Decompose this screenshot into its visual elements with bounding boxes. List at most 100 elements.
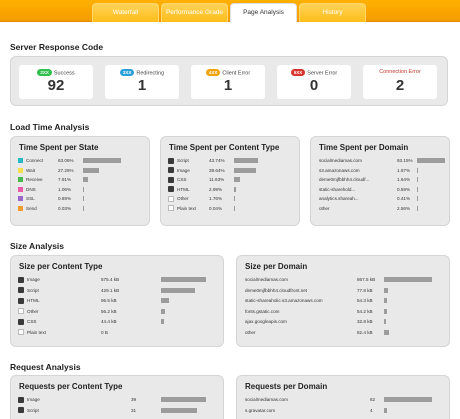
tab-page-analysis[interactable]: Page Analysis	[230, 3, 297, 22]
row-label: Script	[27, 287, 39, 293]
row-bar	[83, 186, 84, 192]
css-icon	[18, 318, 24, 325]
row-bar	[234, 177, 241, 182]
row-label: s3.amazonaws.com	[319, 167, 360, 173]
row-bar	[384, 319, 386, 324]
tab-history[interactable]: History	[299, 3, 366, 22]
response-code-3xx: 3XX Redirecting 1	[105, 65, 179, 99]
row-label: Other	[27, 308, 39, 314]
row-bar	[234, 158, 259, 163]
tab-waterfall[interactable]: Waterfall	[92, 3, 159, 22]
row-label: Script	[27, 407, 39, 413]
row-bar	[417, 177, 418, 182]
list-row: SSL 0.69%	[11, 195, 151, 203]
row-label: Script	[177, 158, 189, 163]
list-row: deme0mjfbbhh4.cloudfront.net 77.8 kB	[237, 287, 451, 295]
row-bar	[384, 397, 432, 402]
panel-title: Time Spent per Content Type	[169, 143, 280, 152]
row-value: 96.5 kB	[101, 298, 117, 303]
row-label: Plain text	[27, 329, 46, 335]
rc-label: Connection Error	[379, 69, 421, 75]
row-value: 2.56%	[397, 205, 411, 211]
row-bar	[161, 277, 206, 282]
list-row: Wait 27.26%	[11, 167, 151, 175]
row-bar	[234, 205, 235, 211]
row-label: deme0mjfbbhh4.cloudf...	[319, 177, 370, 182]
color-swatch	[18, 167, 23, 173]
color-swatch	[18, 186, 23, 192]
list-row: socialmediamas.com 62	[237, 396, 451, 404]
time-per-domain-panel: Time Spent per Domain socialmediamas.com…	[310, 136, 450, 226]
row-value: 4	[370, 407, 373, 413]
row-bar	[384, 329, 389, 335]
row-bar	[234, 186, 236, 192]
row-label: other	[319, 205, 330, 211]
load-time-title: Load Time Analysis	[10, 122, 90, 132]
rc-label: Success	[53, 70, 75, 77]
row-bar	[417, 196, 418, 201]
row-bar	[83, 158, 121, 163]
row-bar	[417, 186, 418, 192]
panel-title: Requests per Content Type	[19, 382, 123, 391]
rc-label: Server Error	[307, 70, 338, 77]
list-row: Other 56.2 kB	[11, 308, 225, 316]
row-label: Plain text	[177, 205, 196, 211]
row-bar	[83, 196, 84, 201]
list-row: Image 39	[11, 396, 225, 404]
row-bar	[234, 196, 235, 201]
row-label: Other	[177, 196, 189, 201]
list-row: Connect 63.06%	[11, 157, 151, 165]
row-value: 1.67%	[397, 167, 411, 173]
requests-per-domain-panel: Requests per Domain socialmediamas.com 62…	[236, 375, 450, 419]
css-icon	[168, 176, 174, 183]
row-bar	[161, 319, 165, 324]
tab-performance-grade[interactable]: Performance Grade	[161, 3, 228, 22]
row-label: socialmediamas.com	[245, 277, 288, 282]
list-row: static-sharehold... 0.59%	[311, 186, 451, 194]
row-bar	[83, 205, 84, 211]
color-swatch	[18, 158, 23, 163]
list-row: Script 429.1 kB	[11, 287, 225, 295]
rc-value: 2	[395, 77, 405, 94]
row-label: Send	[26, 205, 37, 211]
row-value: 43.74%	[209, 158, 225, 163]
list-row: ajax.googleapis.com 32.8 kB	[237, 318, 451, 326]
row-value: 82.4 kB	[357, 329, 373, 335]
list-row: s.gravatar.com 4	[237, 407, 451, 415]
row-value: 39.64%	[209, 167, 225, 173]
size-per-content-panel: Size per Content Type Image 575.4 kB Scrip…	[10, 255, 224, 347]
list-row: CSS 44.4 kB	[11, 318, 225, 326]
rc-value: 92	[47, 77, 65, 94]
list-row: Send 0.03%	[11, 205, 151, 213]
row-label: analytics.shareah...	[319, 196, 359, 201]
list-row: Other 1.76%	[161, 195, 301, 203]
row-value: 63.06%	[58, 158, 74, 163]
rc-value: 0	[309, 77, 319, 94]
list-row: HTML 2.99%	[161, 186, 301, 194]
row-value: 575.4 kB	[101, 277, 120, 282]
row-label: other	[245, 329, 256, 335]
response-code-connection-error: Connection Error 2	[363, 65, 437, 99]
panel-title: Size per Content Type	[19, 262, 103, 271]
response-code-5xx: 5XX Server Error 0	[277, 65, 351, 99]
list-row: socialmediamas.com 867.5 kB	[237, 276, 451, 284]
row-value: 56.2 kB	[101, 308, 117, 314]
time-per-state-panel: Time Spent per State Connect 63.06% Wait 27…	[10, 136, 150, 226]
row-value: 44.4 kB	[101, 319, 117, 324]
request-analysis-title: Request Analysis	[10, 362, 81, 372]
row-label: DNS	[26, 186, 36, 192]
html-icon	[18, 297, 24, 304]
list-row: Script 31	[11, 407, 225, 415]
list-row: socialmediamas.com 93.15%	[311, 157, 451, 165]
row-bar	[161, 308, 166, 314]
panel-title: Requests per Domain	[245, 382, 328, 391]
response-code-4xx: 4XX Client Error 1	[191, 65, 265, 99]
badge-3xx: 3XX	[119, 69, 135, 76]
row-bar	[417, 158, 445, 163]
row-bar	[417, 205, 418, 211]
row-bar	[384, 298, 388, 303]
row-value: 0 B	[101, 329, 108, 335]
list-row: fonts.gstatic.com 54.2 kB	[237, 308, 451, 316]
list-row: CSS 11.63%	[161, 176, 301, 184]
list-row: DNS 1.06%	[11, 186, 151, 194]
